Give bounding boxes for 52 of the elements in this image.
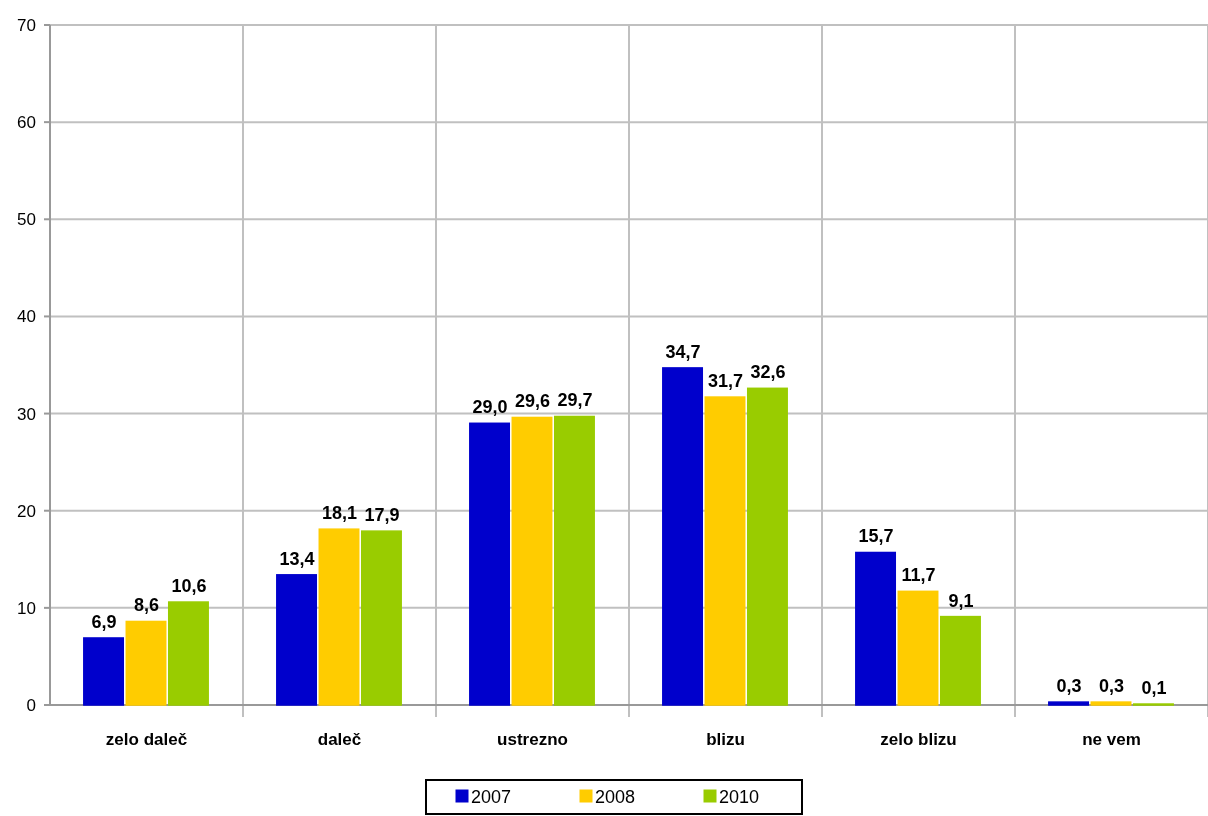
x-tick-label: zelo daleč [105,730,188,749]
data-label: 8,6 [133,595,160,616]
bar [662,367,704,706]
y-tick-label: 40 [17,307,36,327]
x-tick-label: ne vem [1082,730,1141,749]
data-label: 6,9 [91,611,117,632]
bar [167,601,209,706]
bar [83,637,125,706]
bar [469,422,511,706]
data-label: 13,4 [279,548,315,569]
y-tick-label: 70 [17,15,36,35]
legend-label: 2007 [471,787,512,807]
bar [553,415,595,706]
data-label: 10,6 [171,576,207,597]
legend-label: 2008 [595,787,636,807]
data-label: 31,7 [707,371,744,392]
x-tick-label: zelo blizu [880,730,957,749]
x-tick-label: ustrezno [497,730,568,749]
data-label: 11,7 [901,565,936,586]
data-label: 18,1 [321,503,358,524]
y-tick-label: 30 [17,404,36,424]
x-tick-label: daleč [317,730,362,749]
bar [897,590,939,706]
bar [1048,701,1090,706]
data-label: 9,1 [948,590,974,611]
y-tick-label: 0 [26,695,36,715]
y-tick-label: 20 [17,501,36,521]
data-label: 0,3 [1098,676,1125,697]
data-label: 17,9 [364,505,400,526]
data-label: 29,0 [472,397,508,418]
legend-label: 2010 [719,787,760,807]
data-label: 0,3 [1056,676,1082,697]
bar [318,528,360,706]
data-label: 34,7 [665,341,701,362]
bar [746,387,788,706]
y-tick-label: 60 [17,113,36,133]
bar [276,574,318,706]
bar [1090,701,1132,706]
bar [360,530,402,706]
x-tick-label: blizu [706,730,745,749]
data-label: 29,6 [514,391,551,412]
y-tick-label: 10 [17,598,36,618]
y-tick-label: 50 [17,210,36,230]
bar [939,615,981,706]
data-label: 15,7 [858,526,894,547]
data-label: 29,7 [557,390,593,411]
bar [511,416,553,706]
bar [125,620,167,706]
bar [855,551,897,706]
data-label: 0,1 [1141,678,1167,699]
data-label: 32,6 [750,362,786,383]
bar [704,396,746,706]
